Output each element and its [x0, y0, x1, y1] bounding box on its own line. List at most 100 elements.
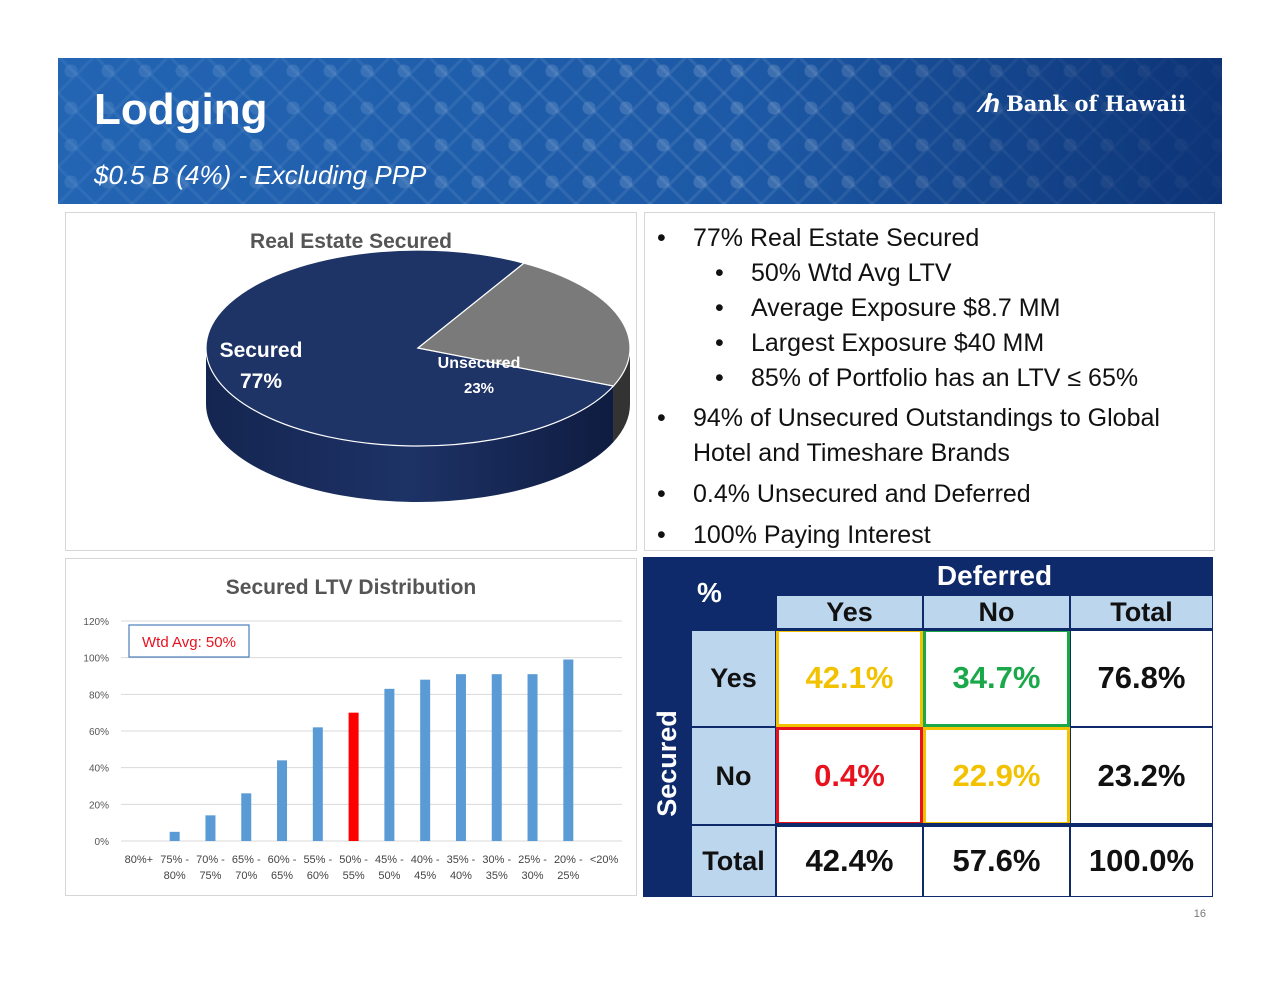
x-tick-label: 55% -	[303, 854, 332, 866]
x-tick-label: 40% -	[411, 854, 440, 866]
bullet-text: Hotel and Timeshare Brands	[693, 439, 1010, 467]
bullet-item: • 85% of Portfolio has an LTV ≤ 65%	[715, 361, 1139, 396]
bar	[312, 727, 323, 841]
bullet-text: 94% of Unsecured Outstandings to Global	[693, 404, 1160, 432]
bar	[241, 793, 252, 841]
matrix-value-text: 100.0%	[1088, 843, 1195, 878]
bullet-item: • Average Exposure $8.7 MM	[715, 291, 1061, 326]
bullet-text: 0.4% Unsecured and Deferred	[693, 480, 1031, 508]
matrix-value: 0.4%	[776, 727, 923, 825]
x-tick-label: 60%	[307, 870, 329, 882]
matrix-value-text: 34.7%	[952, 660, 1041, 695]
header-banner: Lodging $0.5 B (4%) - Excluding PPP ∕h B…	[58, 58, 1222, 204]
x-tick-label: 35% -	[447, 854, 476, 866]
bullet-item: Hotel and Timeshare Brands	[693, 436, 1010, 471]
pie-chart-title: Real Estate Secured	[250, 230, 452, 253]
x-tick-label: 45% -	[375, 854, 404, 866]
y-tick-label: 40%	[89, 764, 109, 775]
row-label-text: No	[715, 760, 752, 791]
x-tick-label: 70% -	[196, 854, 225, 866]
row-label-text: Yes	[710, 662, 757, 693]
x-tick-label: 20% -	[554, 854, 583, 866]
bullet-item: • 0.4% Unsecured and Deferred	[657, 477, 1031, 512]
row-label: No	[691, 727, 776, 825]
x-tick-label: 30%	[522, 870, 544, 882]
deferred-secured-matrix: % Deferred Yes No Total Secured Yes No Total 42.1…	[643, 557, 1213, 897]
matrix-value-text: 76.8%	[1097, 660, 1186, 695]
bar	[277, 760, 288, 841]
wtd-avg-annotation: Wtd Avg: 50%	[142, 634, 236, 651]
matrix-value-text: 42.4%	[805, 843, 894, 878]
matrix-value: 100.0%	[1070, 825, 1213, 897]
matrix-value: 57.6%	[923, 825, 1070, 897]
matrix-value-text: 57.6%	[952, 843, 1041, 878]
x-tick-label: 40%	[450, 870, 472, 882]
row-label-text: Total	[702, 845, 765, 876]
x-tick-label: 45%	[414, 870, 436, 882]
logo-text: Bank of Hawaii	[1006, 91, 1186, 116]
bullet-dot-icon: •	[715, 259, 724, 287]
page-number: 16	[1193, 908, 1206, 920]
col-label-text: Yes	[826, 596, 873, 627]
x-tick-label: 50%	[378, 870, 400, 882]
bar	[563, 659, 574, 841]
bullet-dot-icon: •	[657, 404, 666, 432]
y-tick-label: 80%	[89, 690, 109, 701]
x-tick-label: 25% -	[518, 854, 547, 866]
matrix-value: 76.8%	[1070, 629, 1213, 727]
unsecured-slice-side	[613, 348, 630, 442]
x-tick-label: 35%	[486, 870, 508, 882]
bullet-dot-icon: •	[657, 480, 666, 508]
bullet-text: 77% Real Estate Secured	[693, 224, 980, 252]
deferred-header-text: Deferred	[936, 560, 1053, 591]
unsecured-slice	[416, 262, 631, 387]
bar-chart-title: Secured LTV Distribution	[225, 576, 477, 599]
bullet-text: Average Exposure $8.7 MM	[751, 294, 1061, 322]
bar-highlight	[348, 712, 359, 841]
matrix-value: 42.1%	[776, 629, 923, 727]
bar	[491, 674, 502, 841]
bar	[169, 831, 180, 841]
col-label: Yes	[776, 595, 923, 629]
x-tick-label: 50% -	[339, 854, 368, 866]
col-label: No	[923, 595, 1070, 629]
bullet-text: 85% of Portfolio has an LTV ≤ 65%	[751, 364, 1139, 392]
x-tick-label: 80%	[164, 870, 186, 882]
matrix-value-text: 0.4%	[814, 758, 885, 793]
secured-slice	[205, 249, 615, 447]
bar	[455, 674, 466, 841]
x-tick-label: 60% -	[268, 854, 297, 866]
logo-mark-icon: ∕h	[981, 88, 1000, 118]
y-tick-label: 60%	[89, 727, 109, 738]
bar	[420, 679, 431, 841]
secured-header: Secured	[643, 629, 691, 897]
pie-chart: Secured 77% Unsecured 23%	[205, 249, 631, 503]
x-tick-label: 55%	[343, 870, 365, 882]
secured-value-label: 77%	[240, 370, 282, 393]
col-label-text: No	[978, 596, 1015, 627]
bullet-dot-icon: •	[715, 364, 724, 392]
bank-logo: ∕h Bank of Hawaii	[982, 88, 1186, 119]
bullet-dot-icon: •	[715, 294, 724, 322]
matrix-value: 22.9%	[923, 727, 1070, 825]
y-tick-label: 120%	[83, 617, 109, 628]
col-label: Total	[1070, 595, 1213, 629]
bullet-dot-icon: •	[657, 521, 666, 549]
bullet-item: • Largest Exposure $40 MM	[715, 326, 1044, 361]
bullet-item: • 94% of Unsecured Outstandings to Global	[657, 401, 1160, 436]
bullet-text: 50% Wtd Avg LTV	[751, 259, 952, 287]
row-label: Yes	[691, 629, 776, 727]
bar	[527, 674, 538, 841]
page-subtitle: $0.5 B (4%) - Excluding PPP	[94, 160, 427, 190]
bar	[205, 815, 216, 841]
bullet-item: • 50% Wtd Avg LTV	[715, 256, 952, 291]
x-tick-label: <20%	[590, 854, 619, 866]
pie-chart-panel: Real Estate Secured Secured 77% Unsecured 2…	[65, 212, 637, 551]
x-tick-label: 70%	[235, 870, 257, 882]
matrix-value: 23.2%	[1070, 727, 1213, 825]
x-tick-label: 30% -	[482, 854, 511, 866]
bullet-text: 100% Paying Interest	[693, 521, 931, 549]
matrix-value: 42.4%	[776, 825, 923, 897]
matrix-divider	[691, 629, 1213, 631]
y-tick-label: 0%	[95, 837, 110, 848]
